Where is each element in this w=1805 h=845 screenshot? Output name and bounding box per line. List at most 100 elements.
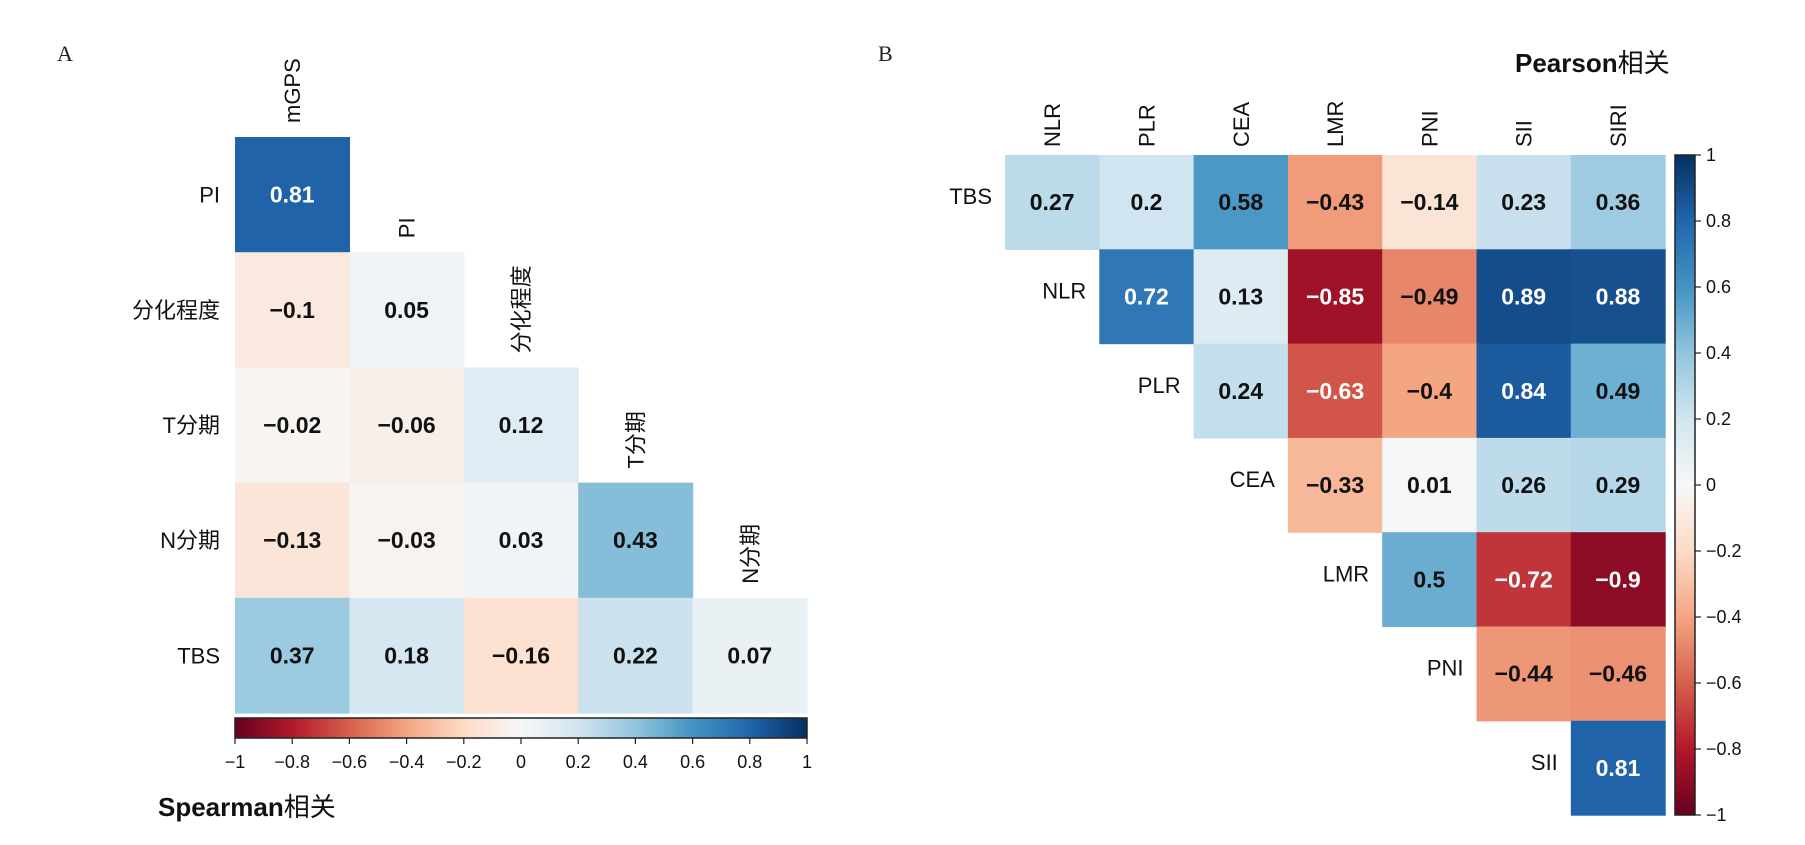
spearman-title-bold: Spearman: [158, 792, 284, 822]
spearman-colorbar-title: Spearman相关: [158, 792, 336, 822]
pearson-colorbar-tick-label: 0: [1706, 475, 1716, 495]
spearman-value-label: −0.1: [269, 297, 315, 323]
pearson-value-label: 0.23: [1501, 189, 1546, 215]
pearson-value-label: 0.29: [1596, 472, 1641, 498]
pearson-cell-plr-siri: [1570, 343, 1666, 439]
spearman-value-label: −0.02: [263, 412, 321, 438]
spearman-colorbar: [234, 717, 808, 739]
spearman-value-label: 0.22: [613, 642, 658, 668]
spearman-value-label: −0.13: [263, 527, 321, 553]
pearson-cell-plr-pni: [1382, 343, 1478, 439]
pearson-cell-plr-lmr: [1287, 343, 1383, 439]
spearman-colorbar-tick-label: 1: [802, 752, 812, 772]
spearman-value-label: 0.05: [384, 297, 429, 323]
pearson-value-label: 0.36: [1596, 189, 1641, 215]
pearson-value-label: 0.49: [1596, 378, 1641, 404]
pearson-col-label: PNI: [1417, 110, 1442, 147]
pearson-cell-nlr-lmr: [1287, 249, 1383, 345]
pearson-value-label: −0.72: [1495, 566, 1553, 592]
spearman-row-label: N分期: [160, 528, 220, 553]
pearson-col-label: NLR: [1040, 103, 1065, 147]
spearman-colorbar-tick-label: 0.2: [566, 752, 591, 772]
pearson-colorbar-tick-label: 0.4: [1706, 343, 1731, 363]
spearman-cell---mgps: [235, 252, 350, 368]
spearman-value-label: 0.43: [613, 527, 658, 553]
pearson-row-label: LMR: [1323, 561, 1369, 586]
pearson-col-label: LMR: [1323, 101, 1348, 147]
spearman-row-label: TBS: [177, 643, 220, 668]
spearman-colorbar-tick-label: −0.2: [446, 752, 482, 772]
pearson-value-label: −0.63: [1306, 378, 1364, 404]
pearson-cell-sii-siri: [1570, 720, 1666, 816]
spearman-value-label: 0.07: [727, 642, 772, 668]
pearson-colorbar-tick-label: 1: [1706, 145, 1716, 165]
panel-b-label: B: [878, 41, 893, 66]
pearson-value-label: 0.72: [1124, 283, 1169, 309]
pearson-col-label: SII: [1512, 120, 1537, 147]
pearson-value-label: 0.26: [1501, 472, 1546, 498]
spearman-col-label: T分期: [623, 411, 648, 468]
pearson-value-label: −0.33: [1306, 472, 1364, 498]
pearson-value-label: 0.24: [1218, 378, 1263, 404]
pearson-cell-cea-lmr: [1287, 437, 1383, 533]
pearson-cell-plr-cea: [1193, 343, 1289, 439]
pearson-value-label: −0.44: [1495, 661, 1553, 687]
pearson-value-label: 0.89: [1501, 283, 1546, 309]
pearson-value-label: −0.49: [1400, 283, 1458, 309]
pearson-colorbar-tick-label: −0.4: [1706, 607, 1742, 627]
spearman-col-label: N分期: [738, 524, 763, 584]
pearson-value-label: 0.5: [1413, 566, 1445, 592]
pearson-colorbar-tick-label: 0.8: [1706, 211, 1731, 231]
pearson-cell-nlr-cea: [1193, 249, 1289, 345]
spearman-cell-n--pi: [349, 482, 465, 599]
pearson-cell-pni-siri: [1570, 626, 1666, 722]
pearson-row-label: TBS: [949, 184, 992, 209]
spearman-value-label: −0.16: [492, 642, 550, 668]
spearman-colorbar-tick-label: 0.4: [623, 752, 648, 772]
pearson-cell-plr-sii: [1476, 343, 1572, 439]
pearson-colorbar-tick-label: −0.6: [1706, 673, 1742, 693]
spearman-cell-n--t-: [578, 482, 694, 599]
spearman-cell-n---: [463, 482, 579, 599]
pearson-value-label: 0.84: [1501, 378, 1546, 404]
pearson-value-label: 0.2: [1130, 189, 1162, 215]
pearson-value-label: 0.01: [1407, 472, 1452, 498]
pearson-col-label: PLR: [1134, 104, 1159, 147]
spearman-colorbar-tick-label: 0.6: [680, 752, 705, 772]
pearson-cell-cea-siri: [1570, 437, 1666, 533]
spearman-row-label: T分期: [163, 413, 220, 438]
spearman-value-label: 0.81: [270, 182, 315, 208]
spearman-cell-tbs-pi: [349, 597, 465, 714]
spearman-col-label: 分化程度: [509, 265, 534, 353]
pearson-colorbar-tick-label: −0.2: [1706, 541, 1742, 561]
pearson-value-label: −0.9: [1595, 566, 1640, 592]
pearson-cell-nlr-plr: [1099, 249, 1195, 345]
pearson-colorbar-tick-label: 0.2: [1706, 409, 1731, 429]
spearman-value-label: 0.37: [270, 642, 315, 668]
pearson-row-label: PLR: [1138, 373, 1181, 398]
pearson-cell-tbs-cea: [1193, 155, 1289, 250]
spearman-cell-t---: [463, 367, 579, 484]
spearman-heatmap: 0.81 PI −0.1 0.05 分化程度 −0.02 −0.06 0.12 T分期 −0.13…: [132, 58, 808, 714]
spearman-cell-tbs-n-: [692, 597, 808, 714]
pearson-cell-tbs-lmr: [1287, 155, 1383, 250]
spearman-colorbar-tick-label: −0.8: [274, 752, 310, 772]
spearman-value-label: −0.03: [377, 527, 435, 553]
pearson-cell-lmr-sii: [1476, 532, 1572, 628]
spearman-colorbar-tick-label: 0: [516, 752, 526, 772]
spearman-value-label: −0.06: [377, 412, 435, 438]
pearson-col-label: SIRI: [1606, 104, 1631, 147]
spearman-colorbar-tick-label: −0.4: [389, 752, 425, 772]
pearson-cell-pni-sii: [1476, 626, 1572, 722]
pearson-cell-lmr-siri: [1570, 532, 1666, 628]
pearson-colorbar-tick-label: −0.8: [1706, 739, 1742, 759]
pearson-cell-nlr-siri: [1570, 249, 1666, 345]
pearson-row-label: SII: [1531, 750, 1558, 775]
pearson-colorbar: [1674, 154, 1696, 816]
pearson-cell-tbs-nlr: [1005, 155, 1100, 250]
pearson-cell-tbs-pni: [1382, 155, 1478, 250]
pearson-cell-nlr-pni: [1382, 249, 1478, 345]
spearman-cell-t--pi: [349, 367, 465, 484]
spearman-colorbar-tick-label: 0.8: [737, 752, 762, 772]
